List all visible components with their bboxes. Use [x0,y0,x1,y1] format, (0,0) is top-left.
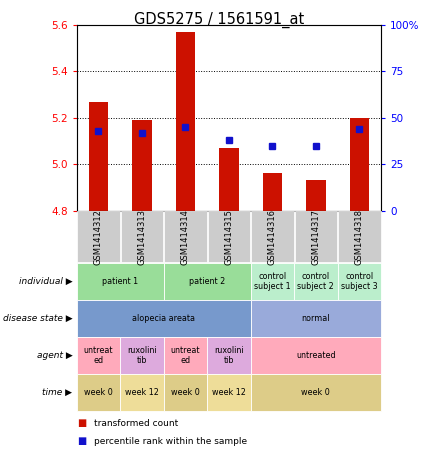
Text: GSM1414317: GSM1414317 [311,209,320,265]
Text: transformed count: transformed count [94,419,178,428]
Bar [176,32,195,211]
Bar [262,173,282,211]
Text: GSM1414318: GSM1414318 [355,209,364,265]
Text: patient 1: patient 1 [102,277,138,286]
Text: GDS5275 / 1561591_at: GDS5275 / 1561591_at [134,11,304,28]
Text: ■: ■ [77,436,86,446]
Text: untreated: untreated [296,351,336,360]
Text: alopecia areata: alopecia areata [132,314,195,323]
Text: GSM1414313: GSM1414313 [138,209,146,265]
Bar [88,101,108,211]
Bar [132,120,152,211]
Text: percentile rank within the sample: percentile rank within the sample [94,437,247,446]
Text: ruxolini
tib: ruxolini tib [214,346,244,365]
Text: GSM1414316: GSM1414316 [268,209,277,265]
Text: week 0: week 0 [84,388,113,397]
Text: normal: normal [302,314,330,323]
Text: disease state ▶: disease state ▶ [3,314,72,323]
Bar [306,180,325,211]
Text: ruxolini
tib: ruxolini tib [127,346,157,365]
Text: agent ▶: agent ▶ [36,351,72,360]
Text: GSM1414315: GSM1414315 [224,209,233,265]
Text: patient 2: patient 2 [189,277,225,286]
Bar [350,118,369,211]
Text: week 0: week 0 [171,388,200,397]
Text: control
subject 3: control subject 3 [341,272,378,291]
Text: untreat
ed: untreat ed [171,346,200,365]
Text: week 0: week 0 [301,388,330,397]
Text: GSM1414312: GSM1414312 [94,209,103,265]
Text: ■: ■ [77,418,86,428]
Text: control
subject 2: control subject 2 [297,272,334,291]
Text: individual ▶: individual ▶ [19,277,72,286]
Text: week 12: week 12 [212,388,246,397]
Text: time ▶: time ▶ [42,388,72,397]
Text: GSM1414314: GSM1414314 [181,209,190,265]
Text: untreat
ed: untreat ed [84,346,113,365]
Bar [219,148,239,211]
Text: control
subject 1: control subject 1 [254,272,291,291]
Text: week 12: week 12 [125,388,159,397]
